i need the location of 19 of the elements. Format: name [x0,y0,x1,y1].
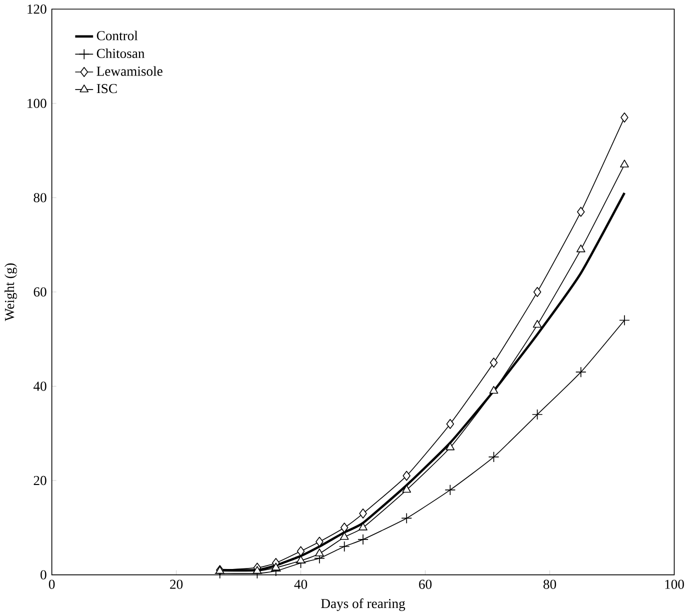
legend-label: Lewamisole [96,66,162,76]
y-tick-label: 20 [34,476,46,486]
x-axis-title: Days of rearing [321,598,406,612]
legend-label: Control [96,30,138,41]
legend-label: Chitosan [96,48,145,58]
y-tick-label: 40 [33,382,46,392]
y-tick-label: 0 [40,570,46,580]
y-tick-label: 100 [28,99,46,108]
y-tick-label: 80 [34,193,46,203]
x-tick-label: 100 [665,580,684,590]
x-tick-label: 0 [48,580,55,590]
legend-label: ISC [96,84,117,94]
y-tick-label: 60 [34,288,46,297]
x-tick-label: 40 [294,580,308,590]
y-tick-label: 120 [28,4,46,14]
y-axis-title: Weight (g) [4,264,17,322]
x-tick-label: 20 [170,580,183,590]
x-tick-label: 80 [543,580,556,590]
x-tick-label: 60 [419,580,432,590]
